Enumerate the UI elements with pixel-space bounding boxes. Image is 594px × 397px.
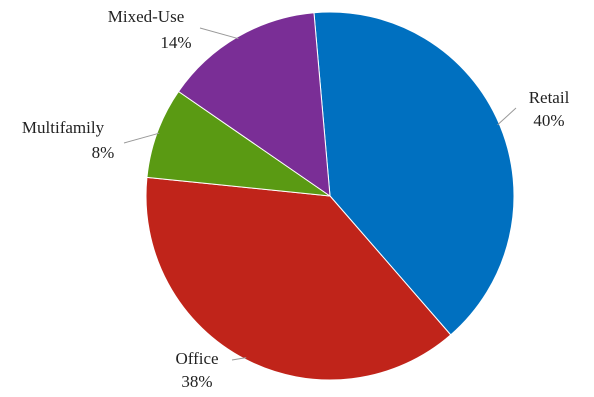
slice-label-office: Office — [175, 349, 218, 368]
slice-label-mixed-use: Mixed-Use — [108, 7, 184, 26]
leader-line-mixed-use — [199, 27, 239, 40]
leader-lines — [123, 27, 517, 361]
pie-slice-mixed-use — [177, 12, 331, 198]
slice-value-office: 38% — [181, 372, 212, 391]
slice-label-retail: Retail — [529, 88, 570, 107]
slice-value-mixed-use: 14% — [160, 33, 191, 52]
leader-line-multifamily — [123, 132, 160, 144]
slice-value-multifamily: 8% — [92, 143, 115, 162]
pie-slice-multifamily — [146, 90, 331, 197]
pie-slices — [145, 11, 515, 381]
leader-line-retail — [497, 107, 517, 126]
pie-slice-office — [145, 176, 452, 381]
leader-line-office — [231, 357, 247, 361]
pie-slice-retail — [313, 11, 515, 336]
slice-label-multifamily: Multifamily — [22, 118, 105, 137]
slice-value-retail: 40% — [533, 111, 564, 130]
